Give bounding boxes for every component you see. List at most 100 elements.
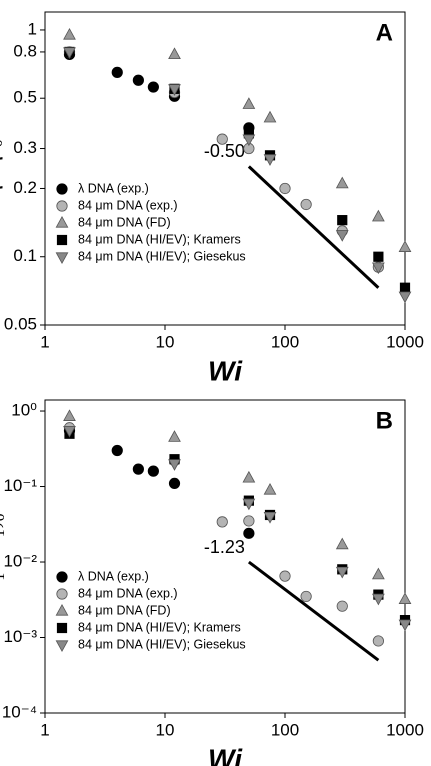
- point: [398, 592, 412, 604]
- point: [372, 209, 385, 222]
- x-tick-label: 1: [40, 720, 49, 739]
- point: [243, 527, 255, 539]
- point: [337, 215, 348, 226]
- y-tick-label: 0.3: [13, 138, 37, 157]
- y-tick-label: 1: [28, 19, 37, 38]
- slope-annotation: -0.50: [204, 141, 245, 161]
- point: [168, 477, 181, 489]
- point: [372, 567, 385, 580]
- slope-line: [247, 165, 380, 289]
- point: [300, 590, 312, 603]
- x-tick-label: 10: [156, 720, 175, 739]
- legend-marker: [56, 234, 68, 246]
- legend-marker: [55, 640, 69, 653]
- legend-label: 84 μm DNA (HI/EV); Kramers: [78, 232, 241, 246]
- point: [335, 566, 349, 579]
- panel-label: B: [376, 407, 393, 434]
- point: [300, 198, 312, 211]
- legend-label: λ DNA (exp.): [78, 181, 149, 195]
- point: [398, 619, 412, 632]
- legend-marker: [56, 622, 68, 634]
- point: [63, 27, 76, 40]
- legend-label: 84 μm DNA (exp.): [78, 586, 178, 600]
- point: [111, 444, 123, 457]
- point: [63, 47, 76, 59]
- plot-frame: [44, 11, 406, 326]
- point: [168, 47, 181, 60]
- point: [242, 134, 256, 147]
- point: [168, 84, 181, 96]
- point: [373, 251, 384, 262]
- y-axis-label: Ψ₁ᵖ/Ψ₁,₀: [0, 513, 5, 600]
- y-tick-label: 0.5: [13, 88, 37, 107]
- point: [372, 635, 384, 647]
- legend-marker: [55, 252, 69, 265]
- point: [242, 470, 256, 483]
- x-tick-label: 1000: [386, 720, 424, 739]
- x-tick-label: 100: [271, 332, 299, 351]
- panel-label: A: [376, 19, 393, 46]
- y-axis-label: ηᵖ/ηᵖ₀: [0, 139, 3, 199]
- point: [263, 110, 277, 123]
- legend-label: 84 μm DNA (HI/EV); Giesekus: [78, 249, 246, 263]
- point: [147, 465, 159, 477]
- y-tick-label: 10⁻³: [3, 627, 37, 646]
- y-tick-label: 0.05: [4, 314, 37, 333]
- legend-label: 84 μm DNA (HI/EV); Giesekus: [78, 637, 246, 651]
- x-tick-label: 10: [156, 332, 175, 351]
- point: [399, 282, 411, 293]
- point: [372, 262, 385, 275]
- y-tick-label: 0.2: [13, 178, 37, 197]
- legend-marker: [56, 183, 68, 195]
- point: [372, 593, 385, 606]
- point: [336, 600, 348, 612]
- y-tick-label: 10⁻¹: [3, 476, 37, 495]
- legend-marker: [55, 603, 69, 616]
- point: [398, 240, 412, 252]
- legend-label: 84 μm DNA (HI/EV); Kramers: [78, 620, 241, 634]
- point: [398, 291, 412, 304]
- legend-label: λ DNA (exp.): [78, 569, 149, 583]
- point: [216, 133, 228, 145]
- point: [335, 230, 349, 242]
- legend-label: 84 μm DNA (exp.): [78, 198, 178, 212]
- slope-line: [247, 560, 380, 662]
- y-tick-label: 10⁻²: [3, 552, 37, 571]
- point: [168, 430, 181, 442]
- x-tick-label: 1: [40, 332, 49, 351]
- y-tick-label: 10⁻⁴: [2, 702, 37, 721]
- point: [279, 570, 291, 582]
- point: [279, 182, 291, 195]
- point: [63, 409, 76, 421]
- point: [168, 459, 181, 471]
- x-tick-label: 1000: [386, 332, 424, 351]
- point: [132, 74, 144, 86]
- point: [132, 463, 144, 475]
- y-tick-label: 10⁰: [11, 401, 37, 420]
- point: [111, 66, 123, 78]
- y-tick-label: 0.1: [13, 246, 37, 265]
- point: [335, 176, 349, 189]
- point: [335, 537, 349, 550]
- point: [216, 516, 228, 528]
- point: [243, 515, 255, 527]
- legend-marker: [55, 215, 69, 228]
- point: [242, 97, 256, 109]
- legend-marker: [56, 588, 68, 600]
- point: [63, 426, 76, 438]
- x-axis-label: Wi: [208, 743, 243, 766]
- x-tick-label: 100: [271, 720, 299, 739]
- y-tick-label: 0.8: [13, 41, 37, 60]
- x-axis-label: Wi: [208, 355, 243, 386]
- legend-marker: [56, 200, 68, 212]
- legend-label: 84 μm DNA (FD): [78, 215, 171, 229]
- point: [242, 498, 256, 511]
- legend-marker: [56, 571, 68, 583]
- point: [263, 154, 277, 166]
- point: [263, 482, 277, 495]
- plot-frame: [44, 399, 406, 714]
- point: [147, 81, 159, 93]
- slope-annotation: -1.23: [204, 537, 245, 557]
- legend-label: 84 μm DNA (FD): [78, 603, 171, 617]
